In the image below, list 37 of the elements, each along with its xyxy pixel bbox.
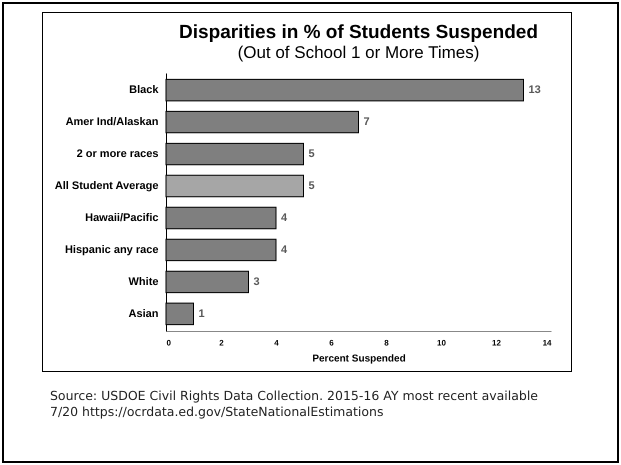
data-label: 4 (281, 244, 288, 256)
x-tick-label: 12 (492, 338, 502, 348)
x-tick-label: 2 (219, 338, 224, 348)
x-axis-title: Percent Suspended (312, 354, 406, 364)
x-tick-label: 6 (329, 338, 334, 348)
chart-title: Disparities in % of Students Suspended (179, 22, 538, 43)
data-label: 7 (364, 116, 370, 128)
x-tick-label: 0 (166, 338, 172, 348)
bar (166, 206, 276, 230)
y-tick-label: Hawaii/Pacific (85, 212, 158, 224)
bar (166, 302, 194, 326)
x-tick-label: 14 (542, 338, 552, 348)
y-tick-label: White (128, 276, 158, 288)
y-tick-label: Hispanic any race (64, 244, 158, 256)
data-label: 1 (198, 308, 205, 320)
data-label: 3 (254, 276, 260, 288)
y-tick-label: Black (129, 84, 160, 96)
x-tick-label: 4 (274, 338, 280, 348)
source-note: Source: USDOE Civil Rights Data Collection. 2015-16 AY most recent available 7/20 https://ocrdata.ed.gov/StateNationalEstimations (50, 388, 539, 420)
data-label: 5 (308, 180, 315, 192)
bar (166, 110, 359, 134)
x-tick-label: 10 (437, 338, 446, 348)
y-tick-label: Amer Ind/Alaskan (66, 116, 159, 128)
data-label: 4 (281, 212, 288, 224)
chart-subtitle: (Out of School 1 or More Times) (238, 43, 480, 62)
bar (166, 270, 249, 294)
bar (166, 174, 304, 198)
y-tick-label: All Student Average (54, 180, 158, 192)
bar (166, 238, 276, 262)
bar (166, 142, 304, 166)
y-tick-label: Asian (128, 308, 159, 320)
data-label: 13 (528, 84, 541, 96)
y-tick-label: 2 or more races (76, 148, 158, 160)
bar (166, 78, 524, 102)
x-tick-label: 8 (384, 338, 390, 348)
data-label: 5 (308, 148, 315, 160)
chart-frame: 0 2 4 6 8 10 12 14 Percent Suspended Black Amer Ind/Alaskan 2 or more races All Student Average Hawaii/Pacific Hispanic any race White Asian 13 7 5 5 4 4 3 1 Disparities in % of Students Suspended (Out of School 1 or More Times) (42, 12, 572, 372)
